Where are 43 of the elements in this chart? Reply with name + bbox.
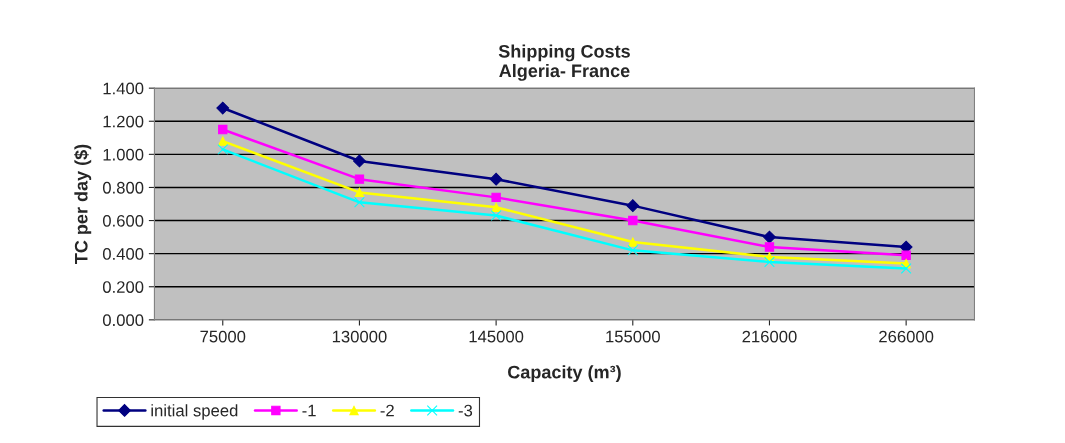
point <box>354 187 365 198</box>
legend-label: -2 <box>380 404 394 417</box>
point <box>218 136 228 146</box>
chart-title: Shipping Costs Algeria- France <box>498 44 630 81</box>
point <box>901 250 911 260</box>
x-tick-label: 75000 <box>200 330 246 343</box>
point <box>353 154 366 168</box>
point <box>627 244 639 256</box>
legend-label: -3 <box>458 404 473 417</box>
y-axis-title: TC per day ($) <box>74 144 92 264</box>
x-tick-label: 155000 <box>606 330 660 343</box>
x-tick-label: 145000 <box>469 330 524 343</box>
x-tick-label: 266000 <box>879 330 934 343</box>
point <box>354 174 365 184</box>
point <box>626 199 640 213</box>
y-tick-label: 0.400 <box>102 248 144 260</box>
y-tick-label: 1.200 <box>103 115 144 128</box>
point <box>763 230 776 244</box>
y-tick-label: 0.800 <box>102 181 144 194</box>
point <box>218 124 228 135</box>
y-tick-label: 0.200 <box>102 281 144 293</box>
point <box>354 196 365 208</box>
point <box>490 210 502 221</box>
y-tick-label: 0.600 <box>102 214 144 227</box>
point <box>491 202 501 212</box>
x-tick-label: 130000 <box>332 330 387 343</box>
point <box>489 172 503 186</box>
y-tick-label: 1.000 <box>103 148 144 161</box>
legend-label: -1 <box>302 404 316 417</box>
legend-label: initial speed <box>151 404 238 420</box>
x-tick-label: 216000 <box>742 330 797 343</box>
point <box>628 237 638 247</box>
point <box>900 263 912 274</box>
x-axis-title: Capacity (m³) <box>508 365 621 383</box>
y-tick-label: 0.000 <box>102 314 144 327</box>
point <box>217 144 229 155</box>
point <box>764 256 775 268</box>
point <box>899 240 913 254</box>
point <box>764 242 775 252</box>
point <box>628 215 638 226</box>
y-tick-label: 1.400 <box>103 82 144 95</box>
point <box>216 101 230 115</box>
point <box>491 192 501 203</box>
